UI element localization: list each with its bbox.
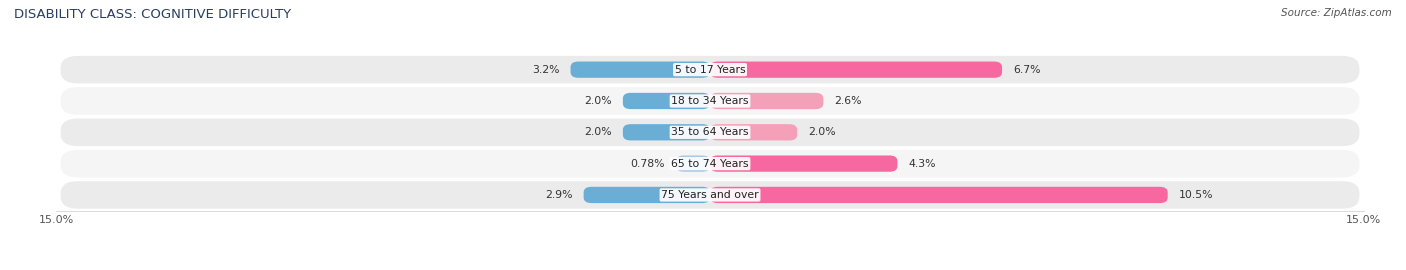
Text: 10.5%: 10.5%	[1178, 190, 1213, 200]
Text: 2.0%: 2.0%	[585, 127, 612, 137]
FancyBboxPatch shape	[60, 150, 1360, 177]
FancyBboxPatch shape	[60, 119, 1360, 146]
Text: Source: ZipAtlas.com: Source: ZipAtlas.com	[1281, 8, 1392, 18]
FancyBboxPatch shape	[623, 124, 710, 140]
FancyBboxPatch shape	[710, 62, 1002, 78]
Text: 4.3%: 4.3%	[908, 158, 936, 169]
FancyBboxPatch shape	[60, 87, 1360, 115]
FancyBboxPatch shape	[60, 56, 1360, 83]
Text: 0.78%: 0.78%	[631, 158, 665, 169]
Text: 18 to 34 Years: 18 to 34 Years	[671, 96, 749, 106]
FancyBboxPatch shape	[710, 124, 797, 140]
Text: 2.9%: 2.9%	[546, 190, 572, 200]
Text: 2.6%: 2.6%	[834, 96, 862, 106]
Text: 5 to 17 Years: 5 to 17 Years	[675, 65, 745, 75]
Text: 35 to 64 Years: 35 to 64 Years	[671, 127, 749, 137]
Text: 2.0%: 2.0%	[808, 127, 835, 137]
FancyBboxPatch shape	[583, 187, 710, 203]
Text: 2.0%: 2.0%	[585, 96, 612, 106]
FancyBboxPatch shape	[710, 156, 897, 172]
Text: DISABILITY CLASS: COGNITIVE DIFFICULTY: DISABILITY CLASS: COGNITIVE DIFFICULTY	[14, 8, 291, 21]
Text: 3.2%: 3.2%	[531, 65, 560, 75]
FancyBboxPatch shape	[710, 93, 824, 109]
FancyBboxPatch shape	[710, 187, 1167, 203]
FancyBboxPatch shape	[623, 93, 710, 109]
FancyBboxPatch shape	[60, 181, 1360, 209]
Text: 6.7%: 6.7%	[1012, 65, 1040, 75]
FancyBboxPatch shape	[676, 156, 710, 172]
Text: 65 to 74 Years: 65 to 74 Years	[671, 158, 749, 169]
FancyBboxPatch shape	[571, 62, 710, 78]
Text: 75 Years and over: 75 Years and over	[661, 190, 759, 200]
